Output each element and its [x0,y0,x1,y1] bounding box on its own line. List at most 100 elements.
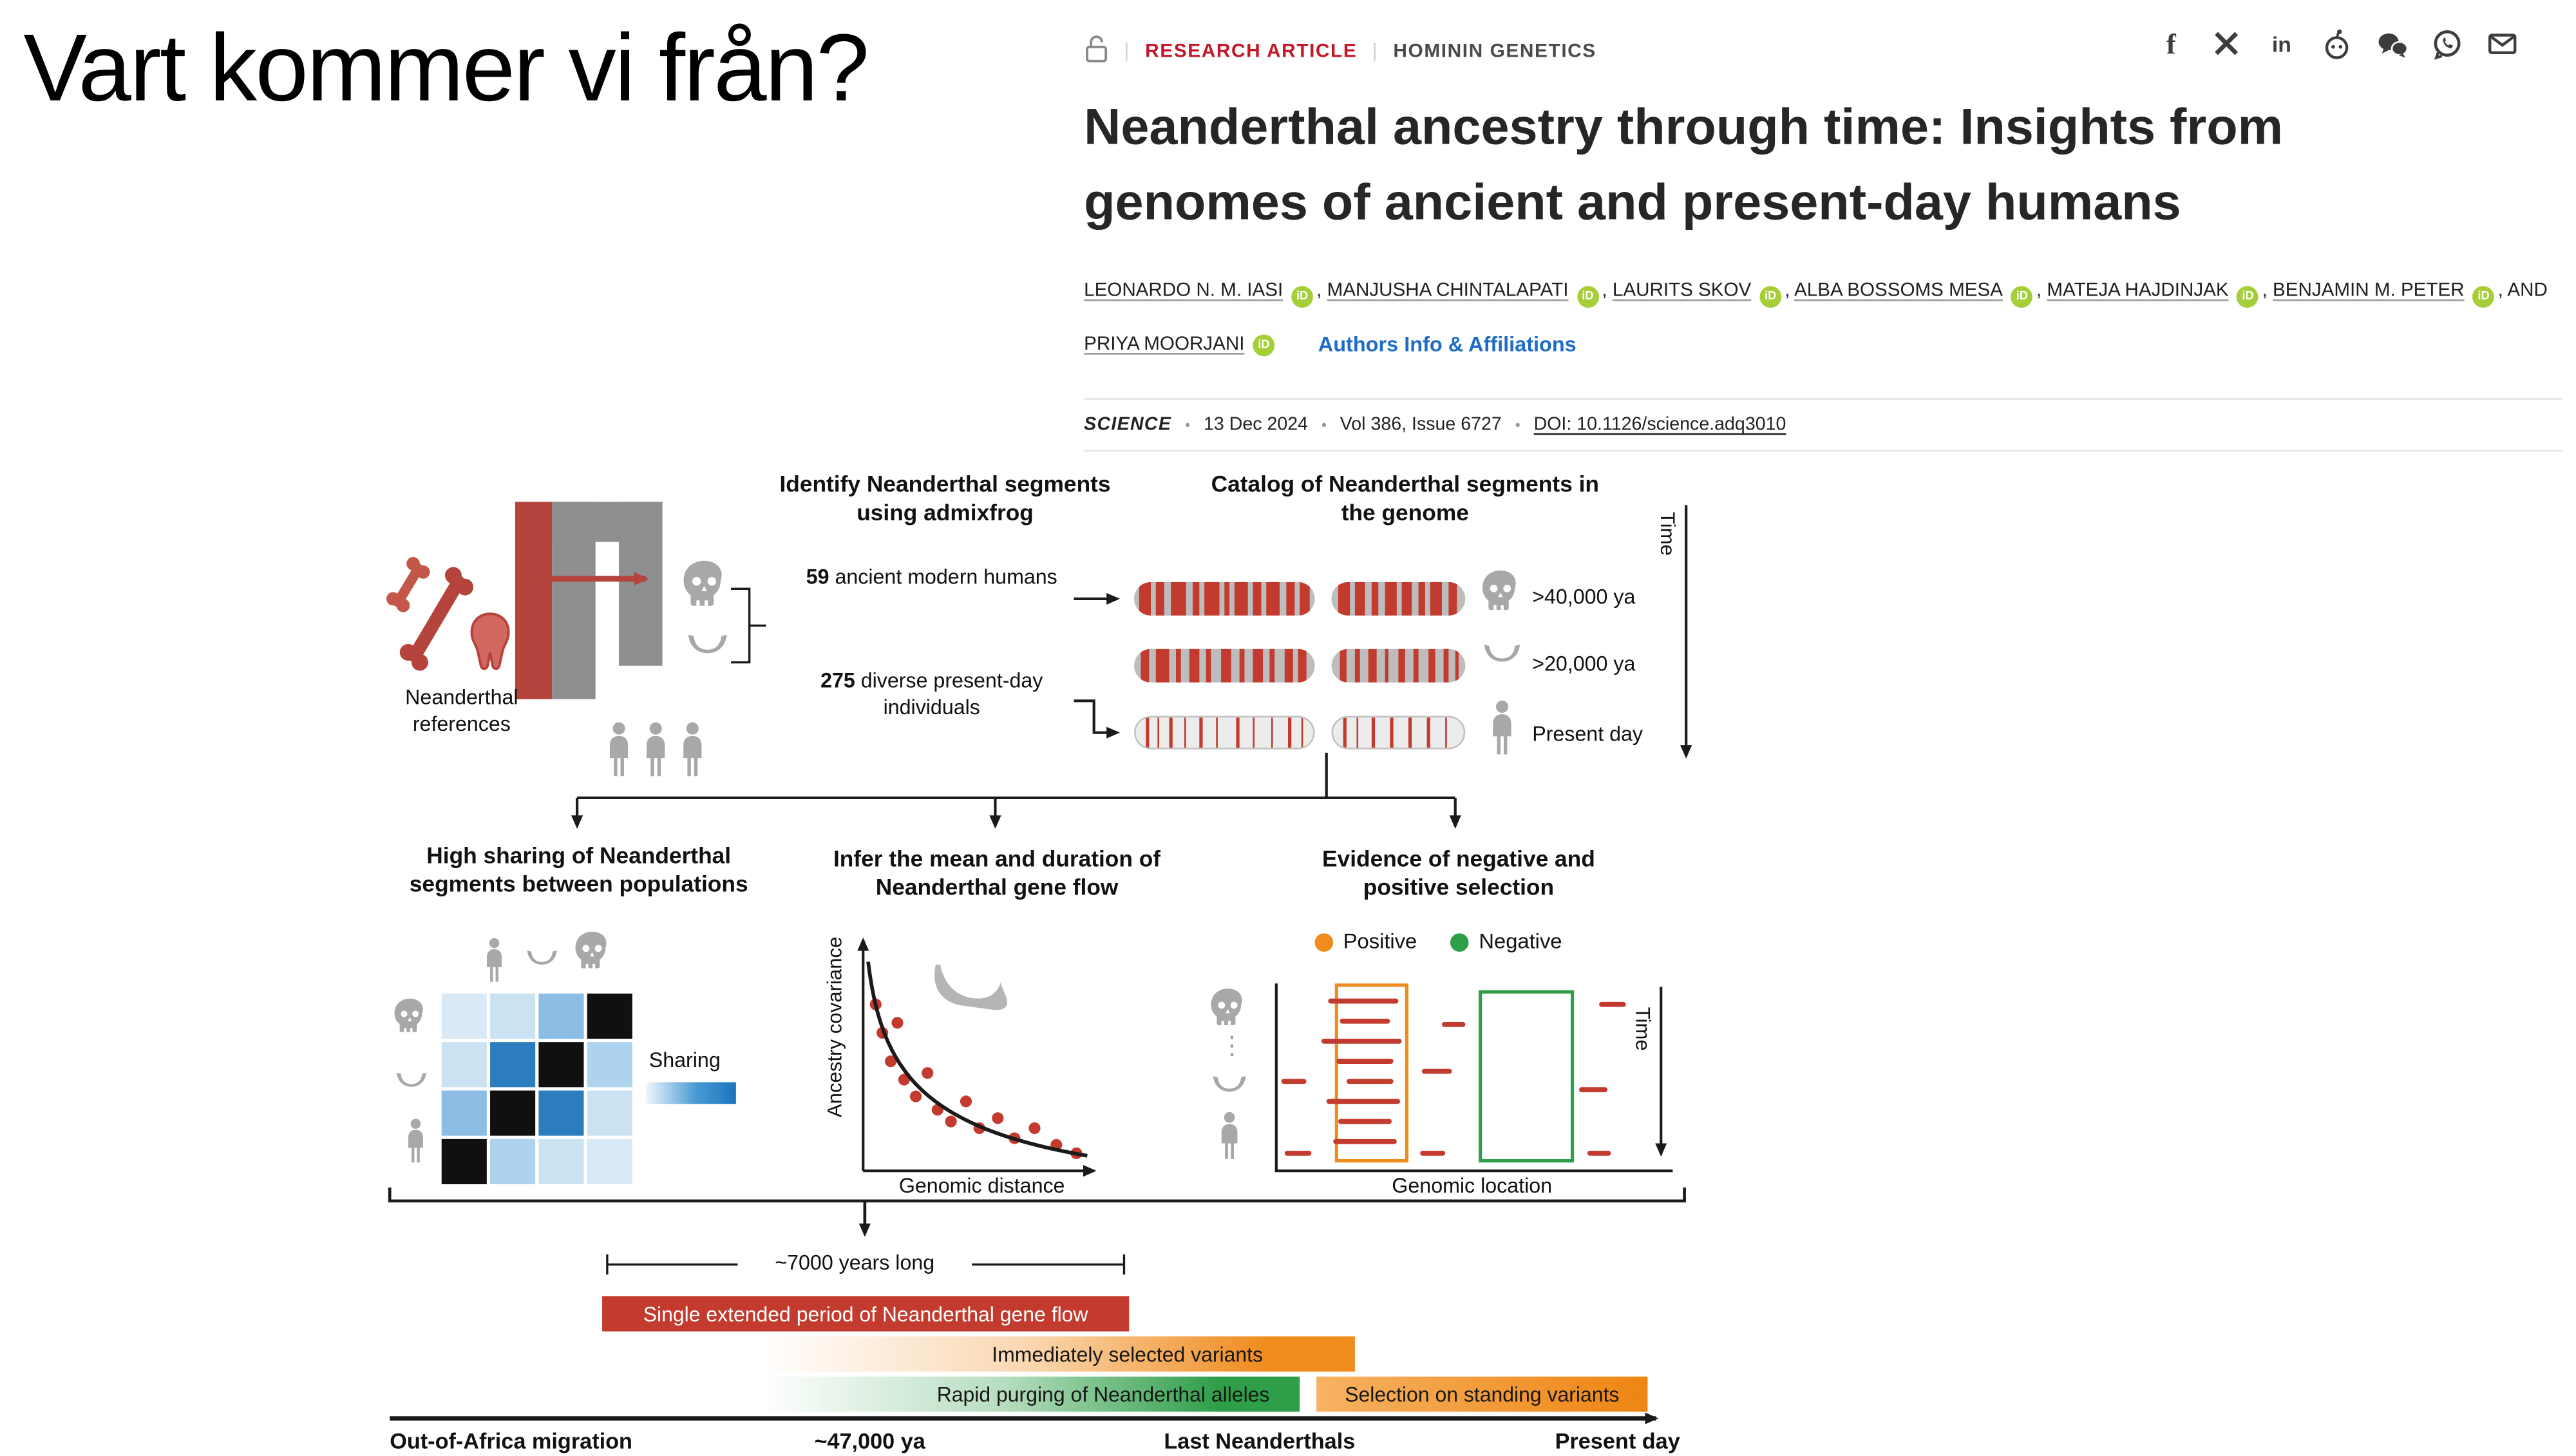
genomic-location-label: Genomic location [1392,1174,1553,1198]
linkedin-icon[interactable]: in [2265,27,2298,61]
slide-title: Vart kommer vi från? [23,15,869,122]
time-axis-label-top: Time [1656,511,1680,556]
author-link[interactable]: LAURITS SKOV [1612,281,1752,301]
scatter-point [972,1121,985,1133]
time-axis-label-selection: Time [1631,1007,1654,1051]
neanderthal-segment [1355,581,1365,616]
person-icon [1218,1111,1241,1161]
heatmap-cell [538,1139,584,1184]
orcid-icon[interactable]: iD [1253,334,1275,355]
catalog-row-label: >20,000 ya [1532,652,1636,676]
heatmap-cell [587,1090,632,1136]
neanderthal-segment [1390,717,1393,748]
heatmap-cell [490,993,536,1039]
neanderthal-segment [1343,717,1346,748]
neanderthal-segment [1385,648,1389,683]
segment-dash [1441,1022,1466,1027]
jawbone-icon [526,949,559,967]
scatter-point [1070,1146,1082,1158]
bones-tooth-icon [384,552,518,694]
chromosome [1134,648,1315,683]
neanderthal-segment [1204,581,1219,616]
neanderthal-segment [1141,648,1149,683]
person-icon [405,1117,427,1164]
orcid-icon[interactable]: iD [1759,286,1782,308]
meta-separator: • [1515,416,1520,433]
author-link[interactable]: ALBA BOSSOMS MESA [1794,281,2003,301]
heatmap-cell [490,1042,536,1088]
sharing-panel-title: High sharing of Neanderthal segments bet… [409,843,748,898]
person-icon [679,719,706,780]
orcid-icon[interactable]: iD [2472,286,2495,308]
sharing-gradient-bar [645,1082,736,1104]
geneflow-period-bar: Single extended period of Neanderthal ge… [602,1296,1130,1332]
share-toolbar: f in [2154,27,2519,61]
chromosome-row-ancient40k [1134,581,1466,616]
neanderthal-segment [1430,581,1441,616]
orcid-icon[interactable]: iD [1577,286,1599,308]
neanderthal-segment [1300,717,1303,748]
reddit-icon[interactable] [2320,27,2354,61]
heatmap-cell [441,1139,487,1184]
neanderthal-segment [1288,717,1291,748]
neanderthal-segment [1356,717,1359,748]
article-section-link[interactable]: HOMININ GENETICS [1393,41,1596,61]
doi-link[interactable]: DOI: 10.1126/science.adq3010 [1533,415,1786,435]
standing-variants-bar: Selection on standing variants [1316,1376,1648,1412]
authors-info-link[interactable]: Authors Info & Affiliations [1318,332,1577,357]
x-twitter-icon[interactable] [2210,27,2243,61]
identify-panel-title: Identify Neanderthal segments using admi… [779,471,1111,526]
neanderthal-segment [1413,648,1419,683]
scatter-point [909,1090,921,1102]
neanderthal-segment [1448,581,1457,616]
author-link[interactable]: MANJUSHA CHINTALAPATI [1327,281,1569,301]
neanderthal-segment [1354,648,1360,683]
neanderthal-segment [1398,648,1405,683]
segment-dash [1421,1068,1452,1074]
author-separator: , [2036,281,2047,301]
scatter-point [869,997,881,1010]
orcid-icon[interactable]: iD [2237,286,2259,308]
neanderthal-segment [1175,648,1181,683]
author-link[interactable]: LEONARDO N. M. IASI [1084,281,1283,301]
orcid-icon[interactable]: iD [1291,286,1313,308]
positive-legend-dot [1314,932,1334,951]
neanderthal-segment [1253,717,1256,748]
heatmap-cell [441,993,487,1039]
neanderthal-segment [1338,581,1350,616]
neanderthal-segment [1385,581,1397,616]
heatmap-cell [490,1090,536,1136]
issue-info: Vol 386, Issue 6727 [1340,415,1502,435]
email-icon[interactable] [2486,27,2519,61]
wechat-icon[interactable] [2375,27,2409,61]
admixture-tree-branch [619,502,663,666]
catalog-row-label: >40,000 ya [1532,585,1636,609]
author-separator: , [1602,281,1613,301]
whatsapp-icon[interactable] [2430,27,2464,61]
timeline-label-47000ya: ~47,000 ya [814,1428,925,1454]
neanderthal-segment [1367,648,1378,683]
author-link[interactable]: MATEJA HAJDINJAK [2047,281,2229,301]
article-kicker: | RESEARCH ARTICLE | HOMININ GENETICS [1084,33,1596,69]
chromosome [1331,648,1466,683]
neanderthal-segment [1408,717,1412,748]
facebook-icon[interactable]: f [2154,27,2188,61]
neanderthal-segment [1157,717,1160,748]
scatter-point [884,1054,896,1066]
sample-bracket [731,587,766,664]
covariance-axis-label: Ancestry covariance [822,936,847,1118]
neanderthal-segment [1428,648,1436,683]
svg-text:f: f [2166,28,2177,60]
person-icon [1489,699,1516,756]
jawbone-icon [395,1070,428,1089]
author-link[interactable]: PRIYA MOORJANI [1084,334,1245,355]
scatter-point [875,1026,887,1038]
jawbone-icon [686,632,730,656]
scatter-point [920,1066,933,1079]
neanderthal-segment [1253,648,1263,683]
scatter-point [959,1094,971,1107]
chromosome [1134,581,1315,616]
orcid-icon[interactable]: iD [2011,286,2033,308]
author-link[interactable]: BENJAMIN M. PETER [2273,281,2465,301]
